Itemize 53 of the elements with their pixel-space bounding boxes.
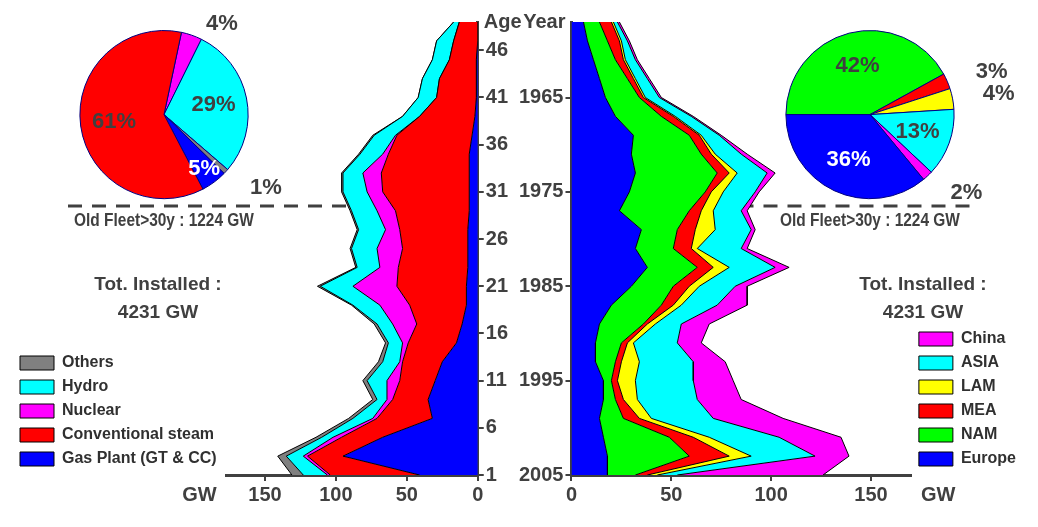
y-tick-label: 11 [485,368,507,391]
legend-label: Nuclear [62,401,121,419]
annotation: Tot. Installed : 4231 GW [858,272,988,324]
x-axis-title: GW [920,482,956,505]
x-tick-label: 150 [854,482,888,505]
y-tick-label: 26 [485,226,508,249]
data-label: 3% [975,57,1008,83]
y-tick-label: 1 [485,462,497,485]
legend-label: ASIA [960,353,1000,371]
legend-label: MEA [960,401,997,419]
y-tick-label: 6 [485,415,497,438]
legend-label: Hydro [62,377,109,395]
legend-label: China [960,329,1006,347]
x-tick-label: 0 [565,482,578,505]
y-tick-label: 31 [485,179,508,202]
y-tick-label: 16 [485,320,508,343]
x-tick-label: 150 [248,482,282,505]
legend-label: Europe [960,449,1017,467]
data-label: 42% [835,51,880,77]
y-tick-label: 1965 [518,85,564,108]
x-tick-label: 50 [395,482,418,505]
y-tick-label: 1985 [518,273,564,296]
data-label: 61% [91,107,137,133]
y-axis-title: Year [523,9,566,32]
y-tick-label: 21 [485,273,508,296]
data-label: 29% [191,90,236,116]
x-tick-label: 100 [754,482,788,505]
y-axis-title: Age [483,9,522,32]
y-tick-label: 1995 [518,368,564,391]
data-label: 13% [895,117,940,143]
data-label: 4% [206,10,238,36]
text: Old Fleet>30y : 1224 GW [74,208,255,231]
x-tick-label: 0 [472,482,484,505]
legend-label: LAM [960,377,996,395]
legend-label: Others [62,353,114,371]
text: Tot. Installed : 4231 GW [93,272,223,324]
legend-label: NAM [960,425,998,443]
data-label: 1% [250,173,282,199]
y-tick-label: 46 [485,37,508,60]
legend-label: Conventional steam [62,425,215,443]
data-label: 5% [188,154,221,180]
data-label: 4% [982,80,1015,106]
data-label: 36% [826,146,871,172]
data-label: 2% [950,179,983,205]
x-axis-title: GW [182,482,217,505]
y-tick-label: 41 [485,85,508,108]
text: Old Fleet>30y : 1224 GW [780,208,961,231]
y-tick-label: 36 [485,132,508,155]
x-tick-label: 50 [660,482,683,505]
y-tick-label: 1975 [518,179,564,202]
y-tick-label: 2005 [518,462,564,485]
x-tick-label: 100 [319,482,353,505]
legend-label: Gas Plant (GT & CC) [62,449,217,467]
